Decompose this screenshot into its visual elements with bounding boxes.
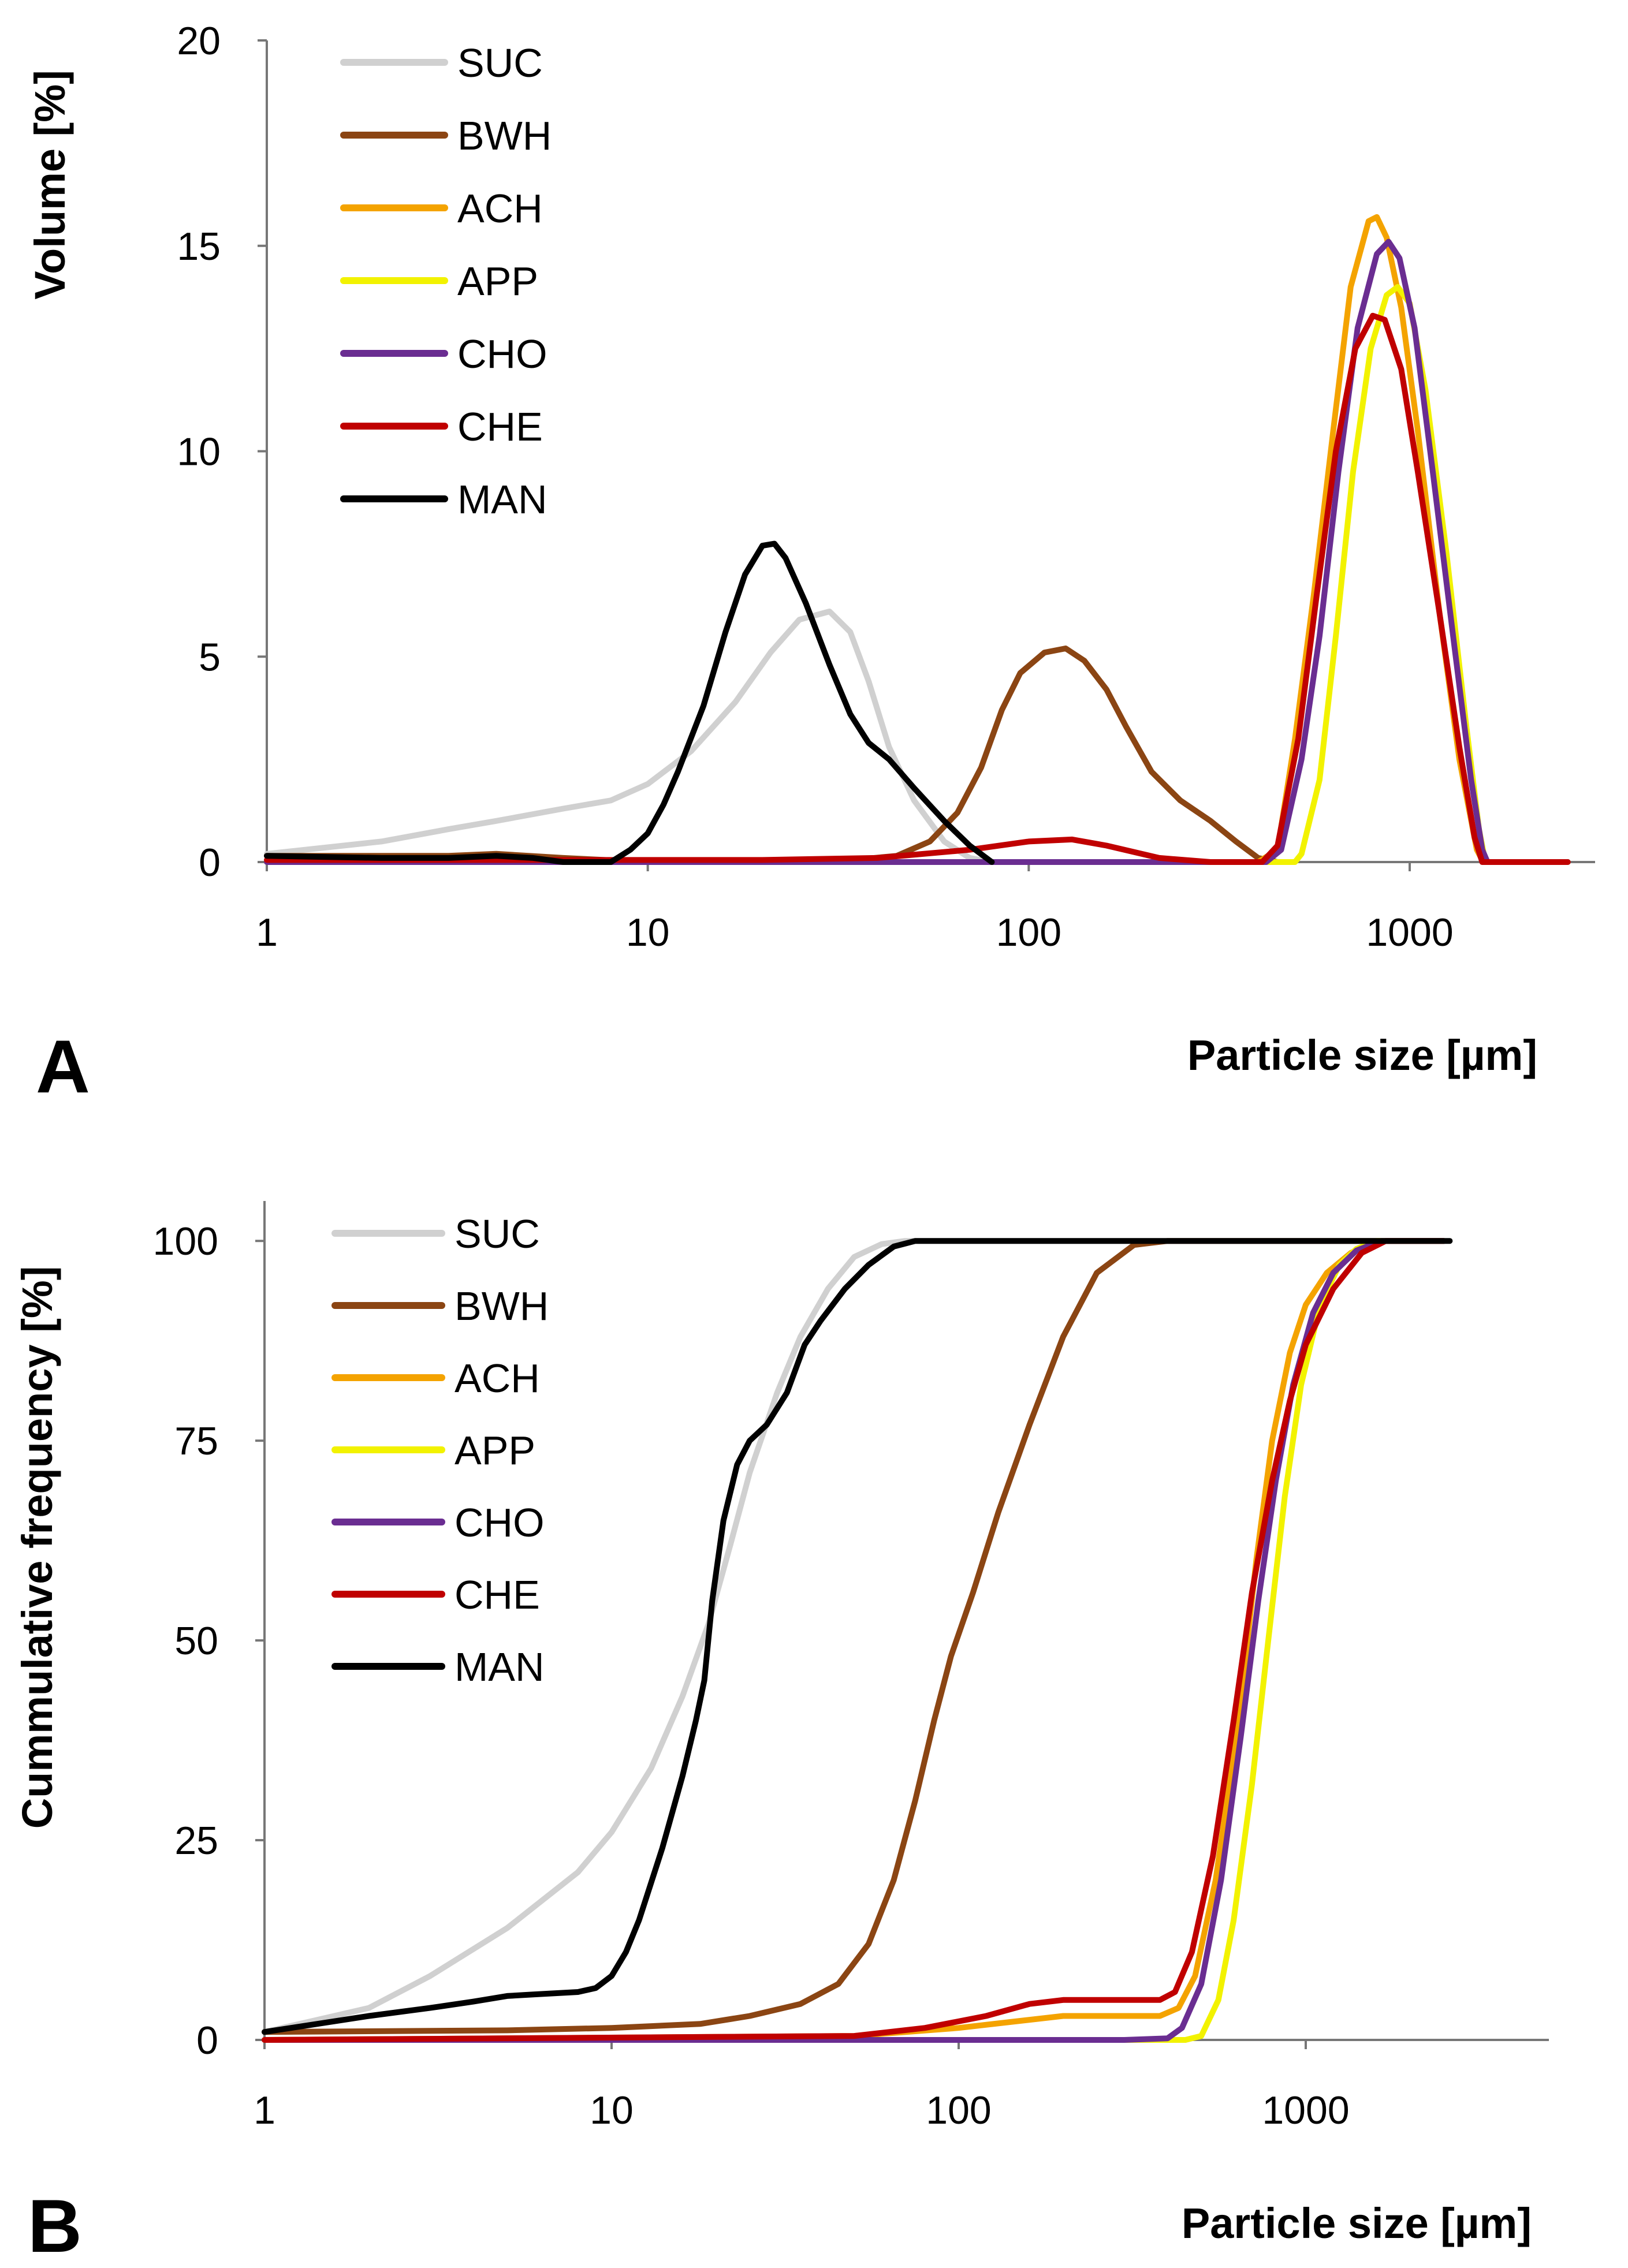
chart-a-legend: SUC BWH ACH APP CHO CHE MAN xyxy=(340,40,552,522)
chart-b-legend-label-app: APP xyxy=(455,1428,535,1473)
chart-a-x-tick-label: 1 xyxy=(256,911,278,954)
chart-b-legend: SUC BWH ACH APP CHO CHE MAN xyxy=(331,1211,549,1689)
chart-panel-b: 0 25 50 75 100 1 10 100 1000 SUC BWH ACH APP CHO CHE M… xyxy=(13,1201,1549,2268)
chart-a-series-man xyxy=(264,540,995,865)
chart-b-y-tick-label: 100 xyxy=(153,1219,218,1263)
chart-a-legend-label-che: CHE xyxy=(457,404,543,449)
chart-b-series-ach xyxy=(262,1238,1447,2043)
chart-b-legend-label-bwh: BWH xyxy=(455,1284,549,1329)
chart-a-x-axis-title: Particle size [µm] xyxy=(1187,1031,1537,1079)
chart-b-x-tick-label: 1 xyxy=(254,2088,275,2132)
chart-b-y-tick-label: 0 xyxy=(196,2019,218,2062)
chart-b-x-tick-label: 1000 xyxy=(1262,2088,1349,2132)
chart-b-x-axis-title: Particle size [µm] xyxy=(1182,2199,1532,2247)
chart-a-series-che xyxy=(264,312,1571,865)
chart-b-y-tick-label: 75 xyxy=(174,1419,218,1463)
chart-b-axes: 0 25 50 75 100 1 10 100 1000 xyxy=(153,1201,1549,2132)
chart-b-series-lines xyxy=(262,1238,1453,2043)
chart-b-legend-label-che: CHE xyxy=(455,1572,540,1617)
chart-a-x-tick-label: 10 xyxy=(626,911,670,954)
chart-a-series-suc xyxy=(264,609,995,865)
chart-b-series-che xyxy=(262,1238,1447,2043)
chart-a-axes: 0 5 10 15 20 1 10 100 1000 xyxy=(177,19,1595,954)
chart-a-y-tick-label: 10 xyxy=(177,430,221,474)
chart-panel-a: 0 5 10 15 20 1 10 100 1000 SUC BWH ACH APP CHO CHE MAN… xyxy=(26,19,1595,1109)
chart-b-panel-letter: B xyxy=(28,2184,82,2268)
chart-b-series-bwh xyxy=(262,1238,1413,2035)
chart-b-x-tick-label: 100 xyxy=(926,2088,991,2132)
chart-a-legend-label-man: MAN xyxy=(457,477,547,522)
chart-b-legend-label-ach: ACH xyxy=(455,1356,540,1401)
chart-b-series-man xyxy=(262,1238,1453,2035)
chart-b-series-app xyxy=(262,1238,1447,2043)
chart-a-y-tick-label: 0 xyxy=(199,841,221,885)
chart-b-y-tick-label: 25 xyxy=(174,1819,218,1863)
chart-a-y-axis-title: Volume [%] xyxy=(26,70,74,299)
chart-a-series-lines xyxy=(264,214,1571,865)
chart-a-y-tick-label: 5 xyxy=(199,635,221,679)
chart-a-legend-label-suc: SUC xyxy=(457,40,543,85)
chart-b-series-suc xyxy=(262,1238,1413,2035)
chart-a-legend-label-app: APP xyxy=(457,259,538,304)
chart-b-series-cho xyxy=(262,1238,1447,2043)
chart-a-y-tick-label: 15 xyxy=(177,225,221,268)
chart-a-x-tick-label: 1000 xyxy=(1366,911,1453,954)
chart-b-legend-label-cho: CHO xyxy=(455,1500,545,1545)
chart-b-legend-label-man: MAN xyxy=(455,1644,545,1689)
chart-a-y-tick-label: 20 xyxy=(177,19,221,63)
chart-a-series-bwh xyxy=(264,646,1281,865)
chart-a-legend-label-bwh: BWH xyxy=(457,113,552,158)
chart-b-y-axis-title: Cummulative frequency [%] xyxy=(13,1266,61,1829)
chart-b-x-tick-label: 10 xyxy=(590,2088,634,2132)
chart-a-series-cho xyxy=(264,238,1571,865)
chart-b-y-tick-label: 50 xyxy=(174,1619,218,1663)
chart-a-panel-letter: A xyxy=(36,1024,90,1109)
chart-b-legend-label-suc: SUC xyxy=(455,1211,540,1256)
chart-a-x-tick-label: 100 xyxy=(996,911,1061,954)
chart-a-legend-label-ach: ACH xyxy=(457,186,543,231)
chart-a-legend-label-cho: CHO xyxy=(457,331,547,376)
